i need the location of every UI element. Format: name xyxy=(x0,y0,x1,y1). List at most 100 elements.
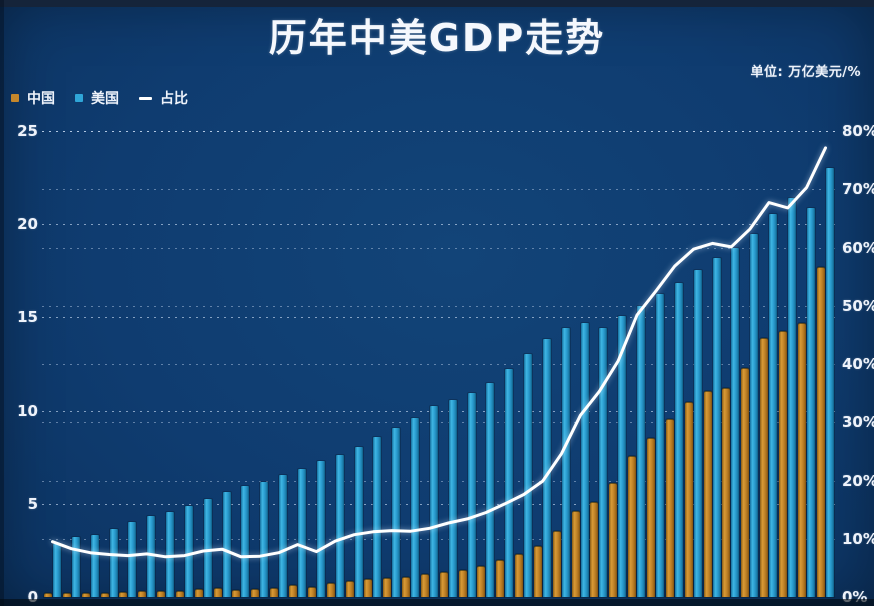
china-bar-1985 xyxy=(138,591,147,597)
china-bar-2012 xyxy=(647,438,655,597)
gridline-right-80 xyxy=(42,131,836,132)
y-axis-right-label-10: 10% xyxy=(842,529,874,548)
usa-bar-1984 xyxy=(128,521,137,597)
y-axis-left-label-0: 0 xyxy=(27,588,38,606)
usa-bar-1999 xyxy=(411,417,420,597)
legend-label-china: 中国 xyxy=(27,91,55,107)
usa-bar-2018 xyxy=(769,214,778,597)
china-bar-1994 xyxy=(307,586,316,597)
bar-group-1988 xyxy=(194,131,212,597)
bar-group-1980 xyxy=(44,131,61,597)
y-axis-right-label-70: 70% xyxy=(842,180,874,199)
bar-series-container xyxy=(42,131,836,597)
usa-legend-swatch xyxy=(75,94,83,102)
china-bar-1980 xyxy=(44,593,52,597)
usa-bar-1989 xyxy=(222,491,231,597)
legend-label-usa: 美国 xyxy=(91,91,119,107)
usa-bar-2017 xyxy=(750,233,759,597)
usa-bar-1993 xyxy=(297,469,306,597)
china-bar-2017 xyxy=(741,367,750,597)
usa-bar-2001 xyxy=(448,399,457,597)
y-axis-right-label-50: 50% xyxy=(842,296,874,315)
bar-group-2021 xyxy=(816,131,834,597)
usa-bar-1997 xyxy=(373,437,382,597)
y-axis-left-label-25: 25 xyxy=(17,122,38,140)
legend-item-china: 中国 xyxy=(11,88,55,108)
china-bar-1995 xyxy=(326,583,335,597)
usa-bar-1998 xyxy=(392,428,401,597)
usa-bar-1994 xyxy=(316,461,325,597)
bar-group-1984 xyxy=(119,131,137,597)
bar-group-1991 xyxy=(251,131,269,597)
china-bar-1993 xyxy=(288,585,297,597)
y-axis-right-label-40: 40% xyxy=(842,355,874,373)
usa-bar-1980 xyxy=(53,543,61,597)
china-bar-2005 xyxy=(515,554,524,597)
ratio-line-path xyxy=(51,146,827,559)
bar-group-2015 xyxy=(703,131,721,597)
china-bar-1987 xyxy=(175,590,184,597)
usa-bar-2021 xyxy=(825,168,834,597)
usa-bar-1992 xyxy=(279,475,288,597)
chart-title: 历年中美GDP走势 xyxy=(268,16,606,60)
bar-group-2012 xyxy=(647,131,664,597)
gridline-right-10 xyxy=(42,538,836,540)
gridline-right-40 xyxy=(42,364,836,365)
china-legend-swatch xyxy=(11,94,19,102)
usa-bar-2005 xyxy=(524,353,533,597)
china-bar-2011 xyxy=(628,456,637,597)
ratio-line xyxy=(51,146,827,559)
gridline-left-5 xyxy=(42,503,836,505)
usa-bar-1986 xyxy=(166,511,175,597)
china-bar-2002 xyxy=(458,569,467,597)
bar-group-1982 xyxy=(81,131,99,597)
china-bar-1981 xyxy=(62,593,71,597)
usa-bar-1985 xyxy=(147,516,156,597)
gridline-right-70 xyxy=(42,189,836,191)
bar-group-2020 xyxy=(797,131,815,597)
usa-bar-2012 xyxy=(656,294,664,597)
china-bar-2015 xyxy=(703,390,712,597)
bar-group-2019 xyxy=(778,131,796,597)
usa-bar-1988 xyxy=(203,499,212,597)
china-bar-1990 xyxy=(232,589,241,597)
bar-group-1987 xyxy=(175,131,193,597)
bottom-edge-band xyxy=(0,599,874,606)
y-axis-right-label-80: 80% xyxy=(842,122,874,140)
usa-bar-2007 xyxy=(561,327,570,597)
gridline-right-50 xyxy=(42,305,836,307)
y-axis-right-label-60: 60% xyxy=(842,238,874,257)
bar-group-1996 xyxy=(345,131,363,597)
bar-group-1986 xyxy=(157,131,175,597)
china-bar-2019 xyxy=(778,330,787,597)
bar-group-2013 xyxy=(665,131,683,597)
china-bar-2013 xyxy=(665,418,674,597)
bar-group-2009 xyxy=(590,131,608,597)
bar-group-2001 xyxy=(439,131,457,597)
y-axis-right-label-30: 30% xyxy=(842,413,874,432)
usa-bar-2004 xyxy=(505,369,514,597)
legend-item-usa: 美国 xyxy=(75,88,119,108)
usa-bar-2014 xyxy=(693,269,702,597)
bar-group-2010 xyxy=(609,131,627,597)
usa-bar-2003 xyxy=(486,383,495,597)
china-bar-1988 xyxy=(194,589,203,597)
usa-bar-2008 xyxy=(580,322,589,597)
usa-bar-1990 xyxy=(241,485,250,597)
usa-bar-2000 xyxy=(429,405,438,597)
usa-bar-2020 xyxy=(806,207,815,597)
china-bar-1998 xyxy=(383,577,392,597)
china-bar-1992 xyxy=(270,587,279,597)
bar-group-2016 xyxy=(722,131,740,597)
axis-unit-label: 单位: 万亿美元/% xyxy=(750,65,861,80)
usa-bar-2011 xyxy=(637,306,646,597)
bar-group-1992 xyxy=(270,131,288,597)
china-bar-1989 xyxy=(213,588,222,597)
ratio-legend-dash-icon xyxy=(139,96,152,100)
bar-group-1997 xyxy=(364,131,382,597)
top-edge-band xyxy=(0,0,874,7)
bar-group-1998 xyxy=(383,131,401,597)
china-bar-1983 xyxy=(100,592,109,597)
china-bar-1984 xyxy=(119,592,128,597)
